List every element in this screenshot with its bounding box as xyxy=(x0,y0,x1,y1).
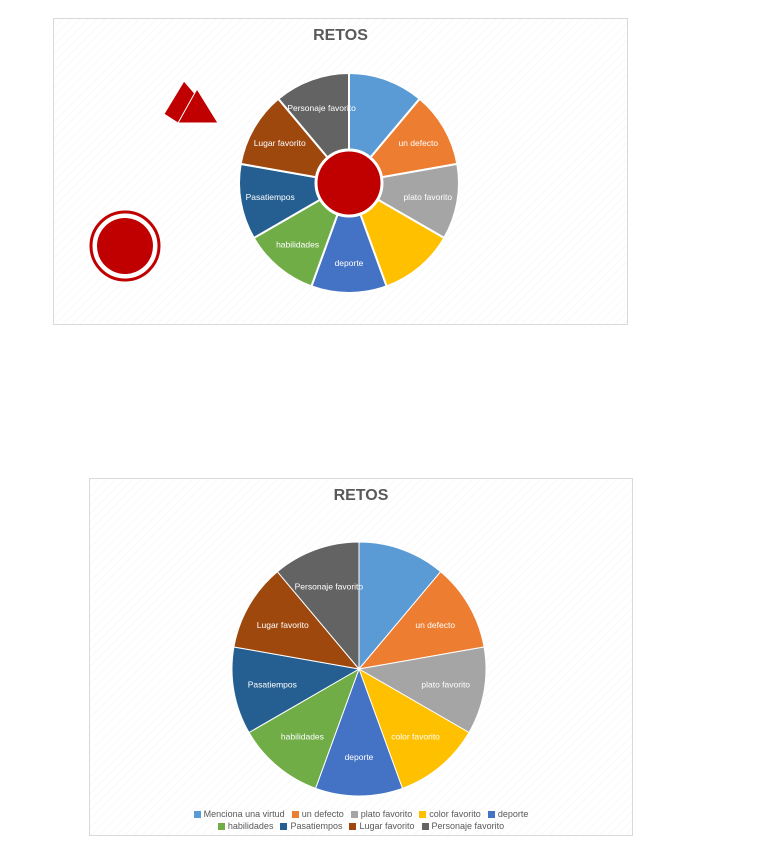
pie-slice-lugar-favorito xyxy=(233,571,361,670)
legend-label: plato favorito xyxy=(360,809,413,819)
legend-item-lugar-favorito: Lugar favorito xyxy=(349,821,415,831)
legend-label: Pasatiempos xyxy=(290,821,343,831)
legend-label: habilidades xyxy=(227,821,274,831)
data-label-plato-favorito: plato favorito xyxy=(421,679,470,689)
decor-circle xyxy=(97,218,153,274)
data-label-color-favorito: color favorito xyxy=(391,731,440,741)
chart-2-legend: Menciona una virtud un defecto plato favor… xyxy=(90,809,632,833)
legend-label: un defecto xyxy=(301,809,344,819)
legend-item-color-favorito: color favorito xyxy=(419,809,481,819)
legend-item-un-defecto: un defecto xyxy=(291,809,344,819)
data-label-habilidades: habilidades xyxy=(276,239,319,249)
pie-slice-color-favorito xyxy=(347,180,446,288)
pie-slice-color-favorito xyxy=(358,667,470,789)
chart-2-frame: RETOS un defecto plato favorito color favo… xyxy=(89,478,633,836)
pie-slice-pasatiempos xyxy=(231,646,361,734)
legend-swatch xyxy=(487,810,495,818)
legend-label: Menciona una virtud xyxy=(203,809,285,819)
data-label-pasatiempos: Pasatiempos xyxy=(248,679,297,689)
data-label-lugar-favorito: Lugar favorito xyxy=(254,138,306,148)
legend-item-habilidades: habilidades xyxy=(217,821,274,831)
pie-slice-deporte xyxy=(314,667,404,797)
data-label-deporte: deporte xyxy=(335,258,364,268)
pie-slice-un-defecto xyxy=(357,571,485,670)
pie-slice-habilidades xyxy=(248,667,360,789)
legend-label: color favorito xyxy=(429,809,481,819)
data-label-personaje-favorito: Personaje favorito xyxy=(287,103,356,113)
chart-1-plot: un defecto plato favorito deporte habilidad… xyxy=(89,71,460,294)
legend-swatch xyxy=(349,822,357,830)
legend-swatch xyxy=(193,810,201,818)
legend-item-pasatiempos: Pasatiempos xyxy=(280,821,342,831)
data-label-lugar-favorito: Lugar favorito xyxy=(257,620,309,630)
chart-2-plot: un defecto plato favorito color favorito de… xyxy=(231,541,487,797)
legend-item-plato-favorito: plato favorito xyxy=(350,809,413,819)
legend-label: deporte xyxy=(497,809,529,819)
center-disk xyxy=(314,148,384,218)
legend-item-menciona-una-virtud: Menciona una virtud xyxy=(193,809,285,819)
pie-slice-plato-favorito xyxy=(357,646,487,734)
data-label-personaje-favorito: Personaje favorito xyxy=(295,581,364,591)
chart-1-frame: RETOS un defecto plato favorito deporte hab… xyxy=(53,18,628,325)
data-label-un-defecto: un defecto xyxy=(398,138,438,148)
legend-item-personaje-favorito: Personaje favorito xyxy=(421,821,505,831)
data-label-deporte: deporte xyxy=(345,752,374,762)
legend-swatch xyxy=(421,822,429,830)
legend-row-1: Menciona una virtud un defecto plato favor… xyxy=(90,809,632,819)
pie-slice-menciona-una-virtud xyxy=(358,541,442,671)
legend-swatch xyxy=(217,822,225,830)
data-label-un-defecto: un defecto xyxy=(415,620,455,630)
legend-swatch xyxy=(350,810,358,818)
decor-triangle-front xyxy=(177,88,219,124)
legend-row-2: habilidades Pasatiempos Lugar favorito Pers… xyxy=(90,821,632,831)
legend-swatch xyxy=(419,810,427,818)
data-label-pasatiempos: Pasatiempos xyxy=(246,192,295,202)
legend-item-deporte: deporte xyxy=(487,809,529,819)
legend-label: Personaje favorito xyxy=(431,821,505,831)
legend-swatch xyxy=(291,810,299,818)
pie-slice-habilidades xyxy=(252,180,351,288)
data-label-plato-favorito: plato favorito xyxy=(403,192,452,202)
chart-2-title: RETOS xyxy=(333,487,389,504)
data-label-habilidades: habilidades xyxy=(281,731,324,741)
legend-label: Lugar favorito xyxy=(359,821,415,831)
pie-slice-deporte xyxy=(310,180,388,294)
chart-1-title: RETOS xyxy=(313,27,368,44)
pie-slice-personaje-favorito xyxy=(276,541,360,671)
legend-swatch xyxy=(280,822,288,830)
